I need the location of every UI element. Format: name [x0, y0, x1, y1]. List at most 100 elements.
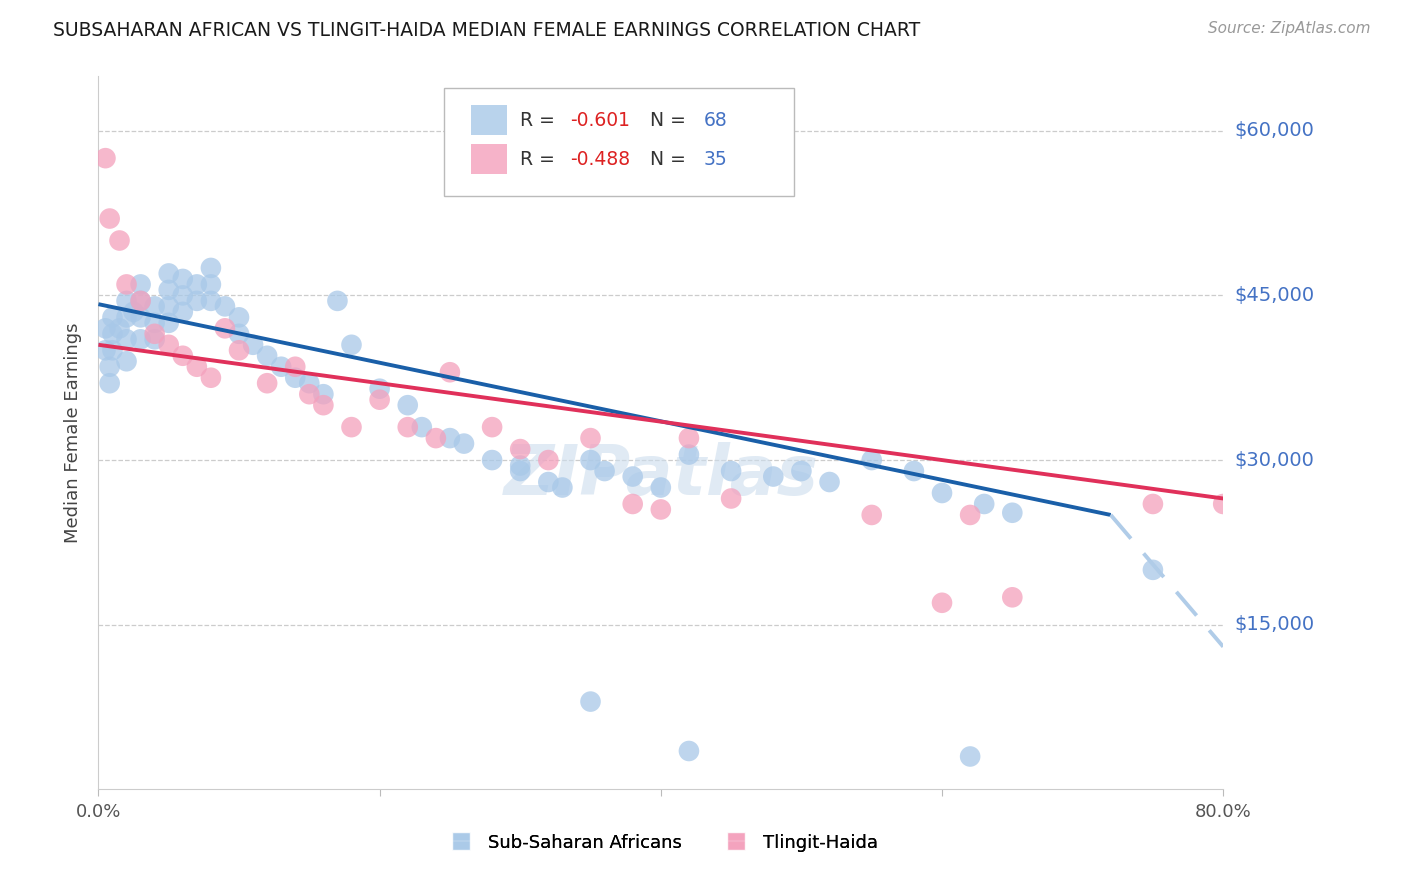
- Point: [579, 431, 602, 445]
- Point: [143, 332, 166, 346]
- Text: $30,000: $30,000: [1234, 450, 1315, 469]
- Point: [425, 431, 447, 445]
- Point: [720, 464, 742, 478]
- Point: [903, 464, 925, 478]
- Point: [129, 332, 152, 346]
- Point: [200, 260, 222, 275]
- Point: [108, 234, 131, 248]
- Point: [579, 695, 602, 709]
- Point: [1212, 497, 1234, 511]
- Point: [143, 316, 166, 330]
- Text: 68: 68: [703, 112, 727, 130]
- Point: [157, 283, 180, 297]
- Point: [509, 458, 531, 473]
- Point: [115, 277, 138, 292]
- Point: [762, 469, 785, 483]
- Point: [129, 293, 152, 308]
- Point: [284, 370, 307, 384]
- Point: [818, 475, 841, 489]
- Point: [157, 316, 180, 330]
- Point: [98, 359, 121, 374]
- Point: [1001, 591, 1024, 605]
- FancyBboxPatch shape: [471, 144, 506, 174]
- Point: [98, 211, 121, 226]
- Point: [101, 310, 124, 325]
- Point: [242, 338, 264, 352]
- Point: [129, 277, 152, 292]
- Point: [172, 272, 194, 286]
- Point: [228, 310, 250, 325]
- Point: [790, 464, 813, 478]
- Text: -0.601: -0.601: [569, 112, 630, 130]
- Point: [157, 299, 180, 313]
- Point: [1142, 497, 1164, 511]
- Text: ZIPatlas: ZIPatlas: [503, 442, 818, 509]
- Point: [439, 431, 461, 445]
- Point: [678, 448, 700, 462]
- Point: [200, 277, 222, 292]
- Point: [115, 332, 138, 346]
- Point: [368, 382, 391, 396]
- Point: [931, 486, 953, 500]
- Legend: Sub-Saharan Africans, Tlingit-Haida: Sub-Saharan Africans, Tlingit-Haida: [436, 827, 886, 859]
- Point: [959, 508, 981, 522]
- Text: Source: ZipAtlas.com: Source: ZipAtlas.com: [1208, 21, 1371, 36]
- Point: [298, 387, 321, 401]
- Point: [860, 508, 883, 522]
- Point: [537, 475, 560, 489]
- Point: [650, 481, 672, 495]
- Point: [312, 387, 335, 401]
- Point: [129, 293, 152, 308]
- Text: R =: R =: [520, 150, 561, 169]
- Point: [284, 359, 307, 374]
- Point: [172, 349, 194, 363]
- Point: [94, 151, 117, 165]
- Point: [453, 436, 475, 450]
- Point: [200, 370, 222, 384]
- Point: [396, 420, 419, 434]
- Point: [256, 376, 278, 391]
- Point: [650, 502, 672, 516]
- Text: $45,000: $45,000: [1234, 286, 1315, 305]
- Point: [509, 442, 531, 456]
- Text: R =: R =: [520, 112, 561, 130]
- Point: [122, 305, 145, 319]
- Point: [439, 365, 461, 379]
- Text: SUBSAHARAN AFRICAN VS TLINGIT-HAIDA MEDIAN FEMALE EARNINGS CORRELATION CHART: SUBSAHARAN AFRICAN VS TLINGIT-HAIDA MEDI…: [53, 21, 921, 39]
- Point: [115, 354, 138, 368]
- Point: [678, 431, 700, 445]
- Text: $60,000: $60,000: [1234, 121, 1315, 140]
- Point: [101, 326, 124, 341]
- Point: [593, 464, 616, 478]
- Text: 35: 35: [703, 150, 727, 169]
- Point: [214, 299, 236, 313]
- Point: [973, 497, 995, 511]
- Point: [228, 343, 250, 358]
- Point: [129, 310, 152, 325]
- Point: [368, 392, 391, 407]
- Point: [959, 749, 981, 764]
- Text: $15,000: $15,000: [1234, 615, 1315, 634]
- Point: [340, 420, 363, 434]
- FancyBboxPatch shape: [444, 88, 793, 195]
- Point: [481, 420, 503, 434]
- Point: [579, 453, 602, 467]
- Point: [411, 420, 433, 434]
- Point: [621, 497, 644, 511]
- Point: [312, 398, 335, 412]
- Point: [115, 310, 138, 325]
- Point: [172, 288, 194, 302]
- Point: [101, 343, 124, 358]
- Point: [200, 293, 222, 308]
- Text: N =: N =: [644, 150, 692, 169]
- Point: [94, 321, 117, 335]
- Point: [551, 481, 574, 495]
- Point: [340, 338, 363, 352]
- Text: N =: N =: [644, 112, 692, 130]
- Point: [326, 293, 349, 308]
- Point: [1142, 563, 1164, 577]
- Point: [94, 343, 117, 358]
- Point: [1001, 506, 1024, 520]
- Point: [860, 453, 883, 467]
- Point: [298, 376, 321, 391]
